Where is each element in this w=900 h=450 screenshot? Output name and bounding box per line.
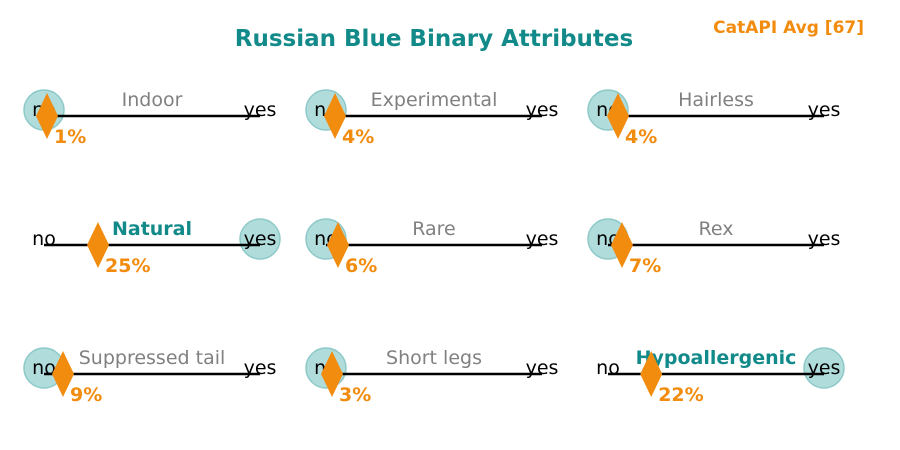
percentage-label-natural: 25% (105, 255, 150, 277)
percentage-label-hypoallergenic: 22% (658, 384, 703, 406)
percentage-label-rare: 6% (345, 255, 377, 277)
attribute-label-indoor: Indoor (122, 89, 183, 111)
percentage-label-experimental: 4% (342, 126, 374, 148)
attribute-label-hairless: Hairless (678, 89, 754, 111)
yes-label-rex: yes (808, 228, 841, 250)
attribute-label-hypoallergenic: Hypoallergenic (636, 347, 797, 369)
value-marker-natural (239, 218, 281, 260)
yes-label-hairless: yes (808, 99, 841, 121)
percentage-label-indoor: 1% (54, 126, 86, 148)
attribute-label-rare: Rare (412, 218, 456, 240)
percentage-marker-suppressed-tail (52, 351, 74, 397)
attribute-label-rex: Rex (699, 218, 734, 240)
percentage-label-suppressed-tail: 9% (70, 384, 102, 406)
percentage-label-rex: 7% (629, 255, 661, 277)
yes-label-experimental: yes (526, 99, 559, 121)
no-label-suppressed-tail: no (32, 357, 56, 379)
attribute-label-short-legs: Short legs (386, 347, 482, 369)
yes-label-short-legs: yes (526, 357, 559, 379)
attribute-label-suppressed-tail: Suppressed tail (79, 347, 226, 369)
attribute-label-experimental: Experimental (371, 89, 498, 111)
no-label-hypoallergenic: no (596, 357, 620, 379)
percentage-label-hairless: 4% (625, 126, 657, 148)
attribute-label-natural: Natural (112, 218, 192, 240)
percentage-marker-rare (327, 222, 349, 268)
percentage-marker-short-legs (321, 351, 343, 397)
yes-label-natural: yes (244, 228, 277, 250)
no-label-natural: no (32, 228, 56, 250)
yes-label-rare: yes (526, 228, 559, 250)
percentage-marker-natural (87, 222, 109, 268)
percentage-label-short-legs: 3% (339, 384, 371, 406)
percentage-marker-indoor (36, 93, 58, 139)
percentage-marker-hairless (607, 93, 629, 139)
catapi-average-badge: CatAPI Avg [67] (713, 18, 864, 38)
yes-label-hypoallergenic: yes (808, 357, 841, 379)
percentage-marker-hypoallergenic (640, 351, 663, 397)
percentage-marker-rex (611, 222, 633, 268)
percentage-marker-experimental (324, 93, 346, 139)
yes-label-suppressed-tail: yes (244, 357, 277, 379)
value-marker-hypoallergenic (803, 347, 845, 389)
chart-title: Russian Blue Binary Attributes (234, 26, 634, 52)
yes-label-indoor: yes (244, 99, 277, 121)
